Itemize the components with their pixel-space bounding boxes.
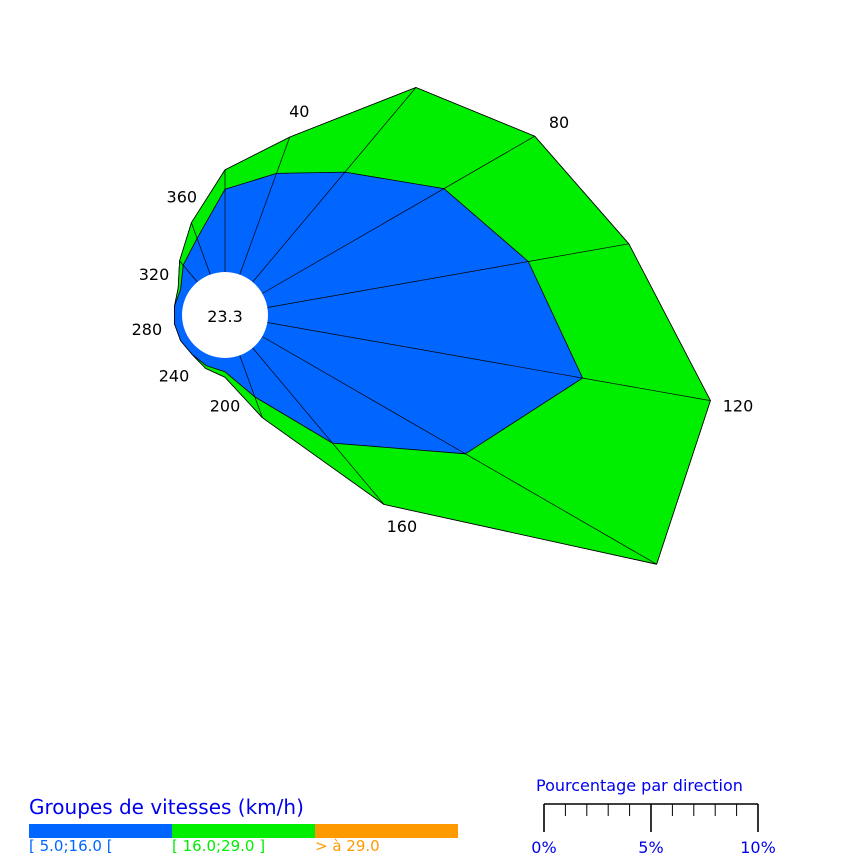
direction-spoke [191,222,211,275]
legend-label-high: > à 29.0 [315,837,380,855]
direction-label-80: 80 [549,113,569,132]
direction-spoke [179,260,198,283]
direction-label-40: 40 [289,102,309,121]
direction-spoke [262,135,535,294]
calm-circle [182,272,268,358]
direction-spoke [252,87,417,283]
direction-label-120: 120 [723,396,754,415]
direction-spoke [239,355,263,418]
direction-labels: 40 80 120 160 200 240 280 320 360 [132,102,754,536]
scale-label: 10% [740,838,776,857]
scale-label: 5% [638,838,663,857]
percentage-scale: 0% 5% 10% [531,803,776,857]
direction-spoke [267,243,629,308]
rose-spokes [179,87,711,565]
scale-label: 0% [531,838,556,857]
rose-layers [174,87,711,565]
direction-spoke [239,136,291,275]
direction-label-200: 200 [210,396,241,415]
direction-label-240: 240 [159,367,190,386]
direction-spoke [262,336,657,565]
legend-swatch-high [315,824,458,838]
legend-label-low: [ 5.0;16.0 [ [29,837,113,855]
scale-ticks [543,803,759,832]
legend-swatch-low [29,824,172,838]
direction-label-360: 360 [167,187,198,206]
scale-title: Pourcentage par direction [536,776,743,795]
legend-label-mid: [ 16.0;29.0 ] [172,837,266,855]
calm-percentage: 23.3 [207,307,243,326]
direction-spoke [252,347,385,505]
legend-labels: [ 5.0;16.0 [ [ 16.0;29.0 ] > à 29.0 [29,837,458,855]
direction-label-280: 280 [132,320,163,339]
direction-label-320: 320 [139,265,170,284]
legend-title: Groupes de vitesses (km/h) [29,795,304,819]
direction-label-160: 160 [387,517,418,536]
legend-swatch-mid [172,824,315,838]
scale-labels: 0% 5% 10% [531,838,775,857]
legend-bars [29,824,458,838]
direction-spoke [267,322,711,401]
